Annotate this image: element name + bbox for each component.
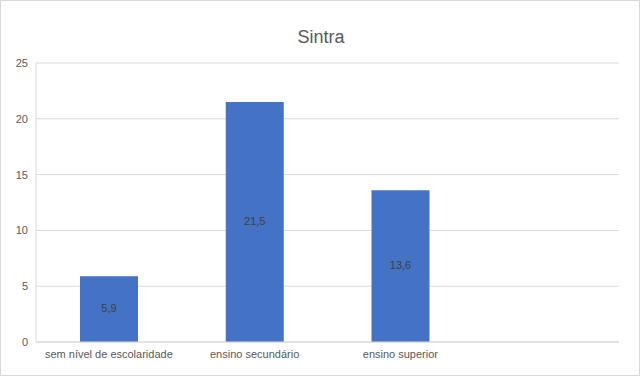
svg-text:ensino secundário: ensino secundário [210,348,299,360]
svg-text:25: 25 [16,57,28,69]
svg-text:ensino superior: ensino superior [363,348,439,360]
svg-text:10: 10 [16,224,28,236]
svg-text:sem nível de escolaridade: sem nível de escolaridade [45,348,173,360]
svg-text:0: 0 [22,336,28,348]
svg-text:13,6: 13,6 [390,259,411,271]
svg-text:5,9: 5,9 [101,302,116,314]
html-text:Sintra: Sintra [297,27,345,47]
svg-text:15: 15 [16,169,28,181]
svg-text:21,5: 21,5 [244,215,265,227]
svg-text:5: 5 [22,280,28,292]
svg-text:20: 20 [16,113,28,125]
